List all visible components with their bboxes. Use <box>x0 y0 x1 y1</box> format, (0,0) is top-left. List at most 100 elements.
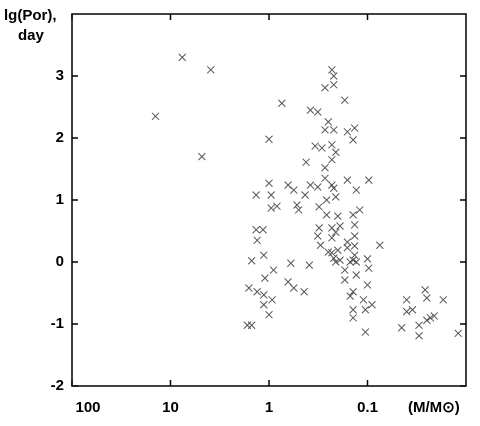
point <box>198 152 206 161</box>
point <box>349 136 357 144</box>
y-axis-label: day <box>18 27 45 44</box>
point <box>343 238 352 247</box>
point <box>361 328 370 336</box>
point <box>278 99 286 108</box>
point <box>253 287 261 296</box>
point <box>318 144 326 152</box>
point <box>293 201 301 209</box>
point <box>316 241 325 250</box>
point <box>311 142 320 150</box>
point <box>430 312 439 320</box>
point <box>313 232 322 240</box>
x-tick-label: 0.1 <box>357 399 378 416</box>
point <box>352 186 361 194</box>
point <box>273 202 281 211</box>
point <box>439 295 448 304</box>
point <box>322 211 331 219</box>
point <box>261 274 269 282</box>
point <box>352 271 361 279</box>
point <box>267 191 276 199</box>
point <box>368 300 376 309</box>
point <box>321 174 329 183</box>
point <box>328 155 336 164</box>
point <box>324 118 333 126</box>
point <box>306 106 315 114</box>
point <box>329 126 338 134</box>
point <box>294 206 303 214</box>
y-tick-label: 1 <box>56 191 64 208</box>
point <box>415 321 423 330</box>
point <box>422 316 431 325</box>
point <box>329 254 338 263</box>
point <box>245 284 253 292</box>
point <box>454 329 463 338</box>
point <box>328 65 336 74</box>
point <box>346 292 355 300</box>
point <box>336 222 344 230</box>
point <box>305 261 314 269</box>
point <box>350 124 359 132</box>
point <box>252 225 261 234</box>
point <box>289 284 298 292</box>
point <box>259 300 268 309</box>
y-tick-label: 3 <box>56 67 64 84</box>
point <box>333 246 342 255</box>
point <box>321 83 329 92</box>
point <box>151 112 160 121</box>
point <box>329 80 338 89</box>
point <box>265 310 273 319</box>
point <box>289 186 298 194</box>
point <box>343 127 352 136</box>
x-tick-label: 1 <box>265 399 273 416</box>
point <box>313 183 322 191</box>
point <box>321 126 329 134</box>
point <box>402 307 411 316</box>
point <box>253 236 261 245</box>
point <box>422 294 431 302</box>
point <box>252 191 261 199</box>
point <box>331 148 340 157</box>
point <box>315 224 323 232</box>
point <box>265 179 273 188</box>
point <box>349 211 357 219</box>
point <box>329 184 338 193</box>
point <box>321 163 329 172</box>
point <box>364 176 373 185</box>
point <box>302 158 310 167</box>
point <box>247 321 256 330</box>
point <box>300 287 308 296</box>
point <box>313 108 322 116</box>
point <box>328 233 336 242</box>
point <box>349 313 357 322</box>
point <box>350 232 359 240</box>
plot-frame <box>71 13 467 387</box>
point <box>350 242 359 250</box>
point <box>315 202 323 211</box>
point <box>284 277 292 286</box>
x-tick-label: 100 <box>75 399 100 416</box>
point <box>329 72 338 80</box>
point <box>343 176 352 185</box>
point <box>331 258 340 266</box>
point <box>340 276 349 284</box>
point <box>361 305 370 314</box>
point <box>363 255 372 263</box>
point <box>306 181 315 189</box>
point <box>328 140 336 149</box>
point <box>340 96 349 105</box>
y-tick-label: 0 <box>56 253 64 270</box>
point <box>336 256 344 264</box>
point <box>340 266 349 274</box>
point <box>259 291 268 299</box>
point <box>408 305 417 314</box>
point <box>421 286 429 294</box>
point <box>402 295 411 304</box>
point <box>268 295 276 304</box>
point <box>355 206 364 214</box>
point <box>426 313 435 322</box>
point <box>328 248 336 257</box>
x-tick-label: 10 <box>162 399 179 416</box>
point <box>284 181 292 189</box>
